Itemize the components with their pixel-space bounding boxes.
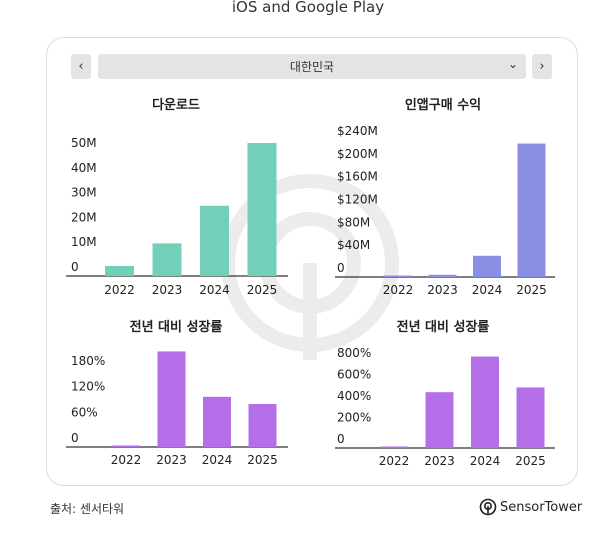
x-tick-label: 2024 <box>472 283 503 297</box>
sensortower-logo-icon <box>479 498 497 516</box>
bar-2022 <box>112 445 140 447</box>
prev-region-button[interactable]: ‹ <box>71 54 91 79</box>
y-tick-label: 800% <box>337 346 371 360</box>
brand-logo: SensorTower <box>479 498 582 516</box>
bar-chart-4: 전년 대비 성장률 0 200% 400% 600% 800% 2022 2023 2024 20… <box>335 319 555 468</box>
y-tick-label: 180% <box>71 354 105 368</box>
bar-2023 <box>428 274 457 277</box>
bar-chart-3: 전년 대비 성장률 0 60% 120% 180% 2022 2023 2024 2025 <box>66 319 288 467</box>
y-tick-label: $160M <box>337 170 378 184</box>
y-tick-label: 50M <box>71 136 97 150</box>
x-tick-label: 2022 <box>379 454 410 468</box>
x-tick-label: 2024 <box>199 283 230 297</box>
bar-2023 <box>425 392 454 448</box>
y-tick-label: 30M <box>71 186 97 200</box>
bar-chart-2: 인앱구매 수익 0 $40M $80M $120M $160M $200M $240M 2022… <box>335 97 555 297</box>
x-tick-label: 2022 <box>383 283 414 297</box>
x-tick-label: 2024 <box>202 453 233 467</box>
chart-title: 인앱구매 수익 <box>405 97 481 113</box>
region-select[interactable]: 대한민국 ⌄ <box>98 54 526 79</box>
y-tick-label: $120M <box>337 193 378 207</box>
y-tick-label: $240M <box>337 124 378 138</box>
y-tick-label: 0 <box>337 432 345 446</box>
y-tick-label: 0 <box>337 261 345 275</box>
bar-2022 <box>380 446 408 448</box>
y-tick-label: 600% <box>337 368 371 382</box>
bar-2024 <box>200 205 229 276</box>
x-tick-label: 2025 <box>516 283 547 297</box>
bar-2024 <box>203 396 231 447</box>
bar-2024 <box>473 255 501 277</box>
bar-2024 <box>471 356 499 448</box>
y-tick-label: 20M <box>71 210 97 224</box>
page-title: iOS and Google Play <box>231 0 385 16</box>
x-tick-label: 2023 <box>156 453 187 467</box>
bar-2022 <box>105 265 134 276</box>
x-tick-label: 2024 <box>470 454 501 468</box>
bar-2023 <box>157 351 186 447</box>
bar-2025 <box>517 143 546 277</box>
x-tick-label: 2025 <box>247 453 278 467</box>
y-tick-label: $40M <box>337 238 370 252</box>
y-tick-label: 60% <box>71 405 98 419</box>
y-tick-label: 0 <box>71 431 79 445</box>
y-tick-label: 40M <box>71 161 97 175</box>
bar-2025 <box>247 143 277 276</box>
bar-2025 <box>248 404 277 447</box>
chevron-left-icon: ‹ <box>78 59 84 74</box>
bar-chart-1: 다운로드 0 10M 20M 30M 40M 50M 2022 2023 2024 2025 <box>66 97 288 297</box>
bar-2022 <box>384 275 412 277</box>
y-tick-label: $80M <box>337 215 370 229</box>
x-tick-label: 2025 <box>247 283 278 297</box>
y-tick-label: $200M <box>337 147 378 161</box>
chart-title: 다운로드 <box>152 97 200 113</box>
y-tick-label: 10M <box>71 235 97 249</box>
y-tick-label: 120% <box>71 380 105 394</box>
chart-title: 전년 대비 성장률 <box>130 319 223 335</box>
x-tick-label: 2022 <box>111 453 142 467</box>
region-select-value: 대한민국 <box>289 60 335 74</box>
bar-2025 <box>516 387 545 448</box>
chart-title: 전년 대비 성장률 <box>397 319 490 335</box>
source-note: 출처: 센서타워 <box>50 502 125 516</box>
x-tick-label: 2023 <box>427 283 458 297</box>
y-tick-label: 400% <box>337 389 371 403</box>
next-region-button[interactable]: › <box>532 54 552 79</box>
x-tick-label: 2022 <box>104 283 135 297</box>
y-tick-label: 200% <box>337 411 371 425</box>
bar-2023 <box>152 243 182 276</box>
chevron-right-icon: › <box>539 59 545 74</box>
brand-name: SensorTower <box>500 499 583 515</box>
chevron-down-icon: ⌄ <box>507 57 518 71</box>
x-tick-label: 2025 <box>515 454 546 468</box>
y-tick-label: 0 <box>71 260 79 274</box>
x-tick-label: 2023 <box>424 454 455 468</box>
x-tick-label: 2023 <box>152 283 183 297</box>
